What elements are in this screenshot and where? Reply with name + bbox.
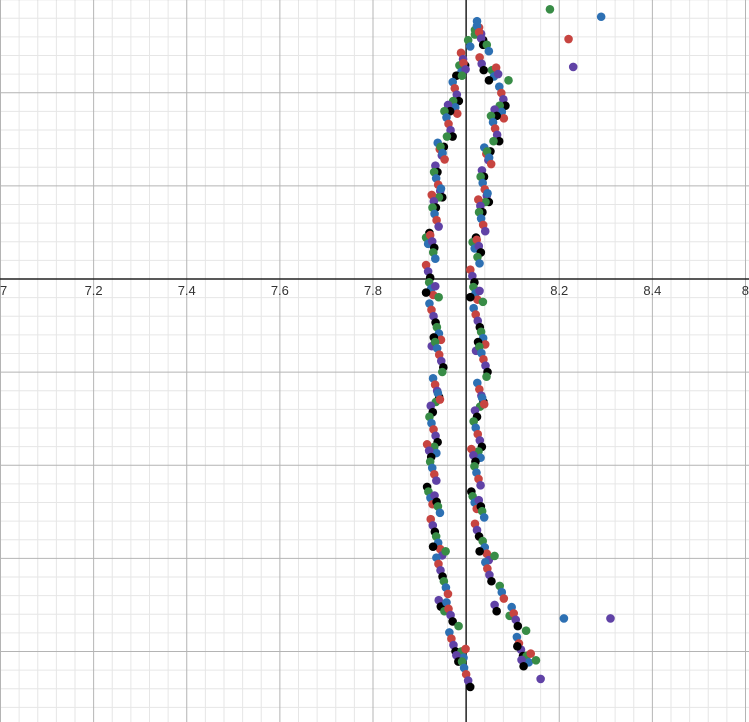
x-tick-label: 8.4 <box>643 283 661 298</box>
inner-series-point <box>476 480 485 490</box>
inner-series-point <box>480 226 490 236</box>
outlier-point <box>559 614 569 623</box>
outlier-point <box>606 614 615 623</box>
outer-series-point <box>434 292 443 302</box>
outlier-point <box>545 5 555 14</box>
outer-series-point <box>461 644 470 654</box>
inner-series-point <box>492 606 501 616</box>
outer-series-point <box>457 71 467 81</box>
inner-series-point <box>499 594 509 603</box>
x-tick-label: 7 <box>0 283 7 298</box>
outer-series-point <box>437 367 447 377</box>
outlier-point <box>513 642 522 651</box>
inner-series-point <box>479 399 489 409</box>
data-points <box>421 5 615 692</box>
outer-series-point <box>421 288 431 297</box>
inner-series-point <box>475 259 484 268</box>
outer-series-point <box>432 476 441 485</box>
inner-series-point <box>479 65 489 75</box>
inner-series-point <box>493 69 503 79</box>
inner-series-point <box>479 513 489 522</box>
inner-series-point <box>504 76 513 85</box>
x-tick-label: 8 <box>742 283 749 298</box>
inner-series-point <box>484 76 494 85</box>
outlier-point <box>564 34 573 44</box>
outlier-point <box>568 62 578 72</box>
inner-series-point <box>478 297 488 307</box>
outer-series-point <box>442 132 452 141</box>
x-tick-labels: 7 7.2 7.4 7.6 7.8 8.2 8.4 8 <box>0 283 749 298</box>
outer-series-point <box>440 155 449 164</box>
inner-series-point <box>513 621 523 631</box>
outlier-point <box>531 656 541 665</box>
inner-series-point <box>483 188 492 198</box>
x-tick-label: 8.2 <box>550 283 568 298</box>
outer-series-point <box>435 508 445 518</box>
outer-series-point <box>461 65 470 74</box>
inner-series-point <box>487 576 496 586</box>
outlier-point <box>536 674 545 684</box>
outer-series-point <box>441 547 450 556</box>
outer-series-point <box>452 109 462 118</box>
inner-series-point <box>475 286 484 296</box>
inner-series-point <box>489 136 498 146</box>
inner-series-point <box>521 626 531 636</box>
outer-series-point <box>428 542 438 551</box>
outer-series-point <box>434 222 443 231</box>
outer-series-point <box>435 395 445 404</box>
outer-series-point <box>465 682 475 692</box>
outer-series-point <box>443 589 453 599</box>
inner-series-point <box>484 46 494 56</box>
inner-series-point <box>519 661 528 671</box>
x-tick-label: 7.6 <box>271 283 289 298</box>
inner-series-point <box>486 159 496 169</box>
inner-series-point <box>499 113 509 123</box>
outer-series-point <box>465 42 475 51</box>
inner-series-point <box>526 649 536 658</box>
inner-series-point <box>490 551 499 561</box>
inner-series-point <box>475 547 484 556</box>
outlier-point <box>596 12 606 22</box>
outer-series-point <box>454 621 463 631</box>
outer-series-point <box>436 184 446 193</box>
outer-series-point <box>431 254 440 264</box>
outer-series-point <box>431 281 440 291</box>
inner-series-point <box>466 292 475 302</box>
inner-series-point <box>482 372 491 381</box>
x-tick-label: 7.8 <box>364 283 382 298</box>
x-tick-label: 7.4 <box>178 283 196 298</box>
x-tick-label: 7.2 <box>85 283 103 298</box>
outer-series-point <box>448 617 457 626</box>
